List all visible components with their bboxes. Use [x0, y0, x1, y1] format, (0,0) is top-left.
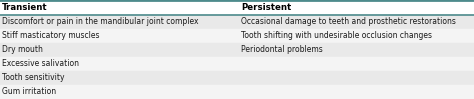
Text: Periodontal problems: Periodontal problems — [241, 46, 322, 55]
Bar — [0, 71, 474, 85]
Text: Stiff masticatory muscles: Stiff masticatory muscles — [2, 31, 100, 40]
Text: Occasional damage to teeth and prosthetic restorations: Occasional damage to teeth and prostheti… — [241, 18, 456, 27]
Text: Gum irritation: Gum irritation — [2, 88, 56, 97]
Text: Transient: Transient — [2, 3, 47, 12]
Text: Excessive salivation: Excessive salivation — [2, 59, 79, 69]
Bar — [0, 57, 474, 71]
Text: Discomfort or pain in the mandibular joint complex: Discomfort or pain in the mandibular joi… — [2, 18, 199, 27]
Bar — [0, 29, 474, 43]
Text: Tooth shifting with undesirable occlusion changes: Tooth shifting with undesirable occlusio… — [241, 31, 432, 40]
Bar — [0, 43, 474, 57]
Bar — [0, 85, 474, 99]
Text: Persistent: Persistent — [241, 3, 291, 12]
Text: Tooth sensitivity: Tooth sensitivity — [2, 73, 64, 82]
Bar — [0, 0, 474, 15]
Bar — [0, 15, 474, 29]
Text: Dry mouth: Dry mouth — [2, 46, 43, 55]
